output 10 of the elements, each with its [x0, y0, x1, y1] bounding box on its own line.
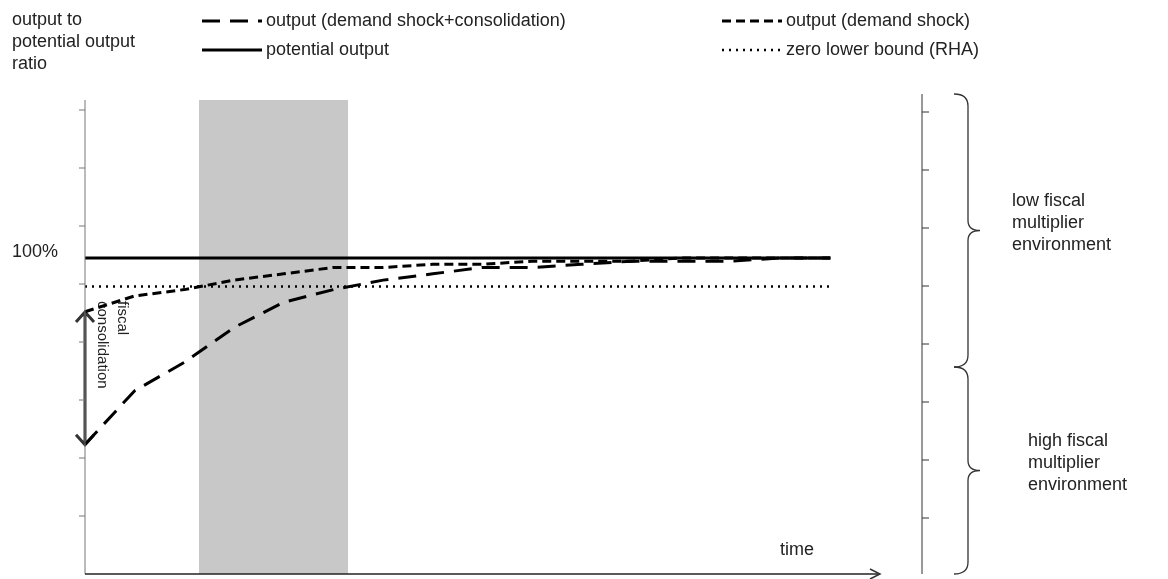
legend-label: output (demand shock+consolidation) — [266, 10, 566, 31]
text: low fiscal multiplier environment — [1012, 188, 1113, 255]
x-axis-title: time — [780, 538, 815, 560]
text: 100% — [12, 240, 59, 262]
text: high fiscal multiplier environment — [1028, 428, 1129, 495]
text: output to potential output ratio — [12, 8, 137, 74]
annotation: fiscal consolidation — [94, 301, 133, 391]
legend-label: zero lower bound (RHA) — [786, 39, 980, 60]
legend-label: output (demand shock) — [786, 10, 971, 31]
legend-label: potential output — [266, 39, 390, 60]
